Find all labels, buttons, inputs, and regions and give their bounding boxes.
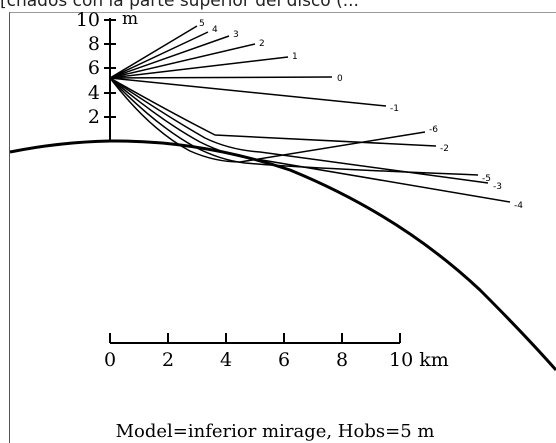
distance-tick-10-km: 10 km (389, 349, 449, 371)
ray-label-2: 2 (259, 39, 265, 49)
height-axis-ticks (104, 19, 116, 118)
distance-tick-2: 2 (162, 349, 174, 371)
ray-label-1: 1 (292, 52, 298, 62)
ray-fan (109, 25, 511, 203)
height-unit: m (122, 9, 138, 29)
ray-5 (109, 25, 198, 79)
distance-tick-0: 0 (104, 349, 116, 371)
ray-label-5: 5 (199, 19, 205, 29)
distance-tick-8: 8 (336, 349, 348, 371)
ray-0 (109, 76, 333, 79)
caption: Model=inferior mirage, Hobs=5 m (116, 421, 435, 442)
ray-minus-4 (109, 77, 511, 203)
distance-tick-6: 6 (278, 349, 290, 371)
ray-minus-2 (109, 77, 437, 147)
ray-labels: 5 4 3 2 1 0 -1 -2 -3 -4 -5 -6 (199, 19, 523, 211)
truncated-header-text: [cnados con la parte superior del disco … (0, 0, 359, 11)
ray-3 (109, 35, 230, 79)
ray-minus-5 (109, 77, 479, 176)
ray-label-minus-3: -3 (493, 182, 502, 192)
ray-minus-1 (109, 77, 387, 107)
ray-4 (109, 31, 209, 79)
ray-minus-3 (109, 77, 489, 184)
distance-tick-4: 4 (220, 349, 232, 371)
ray-label-3: 3 (233, 30, 239, 40)
height-tick-6: 6 (88, 57, 100, 79)
ray-label-minus-5: -5 (482, 174, 491, 184)
height-tick-8: 8 (88, 33, 100, 55)
ray-label-minus-6: -6 (429, 125, 438, 135)
ray-minus-6 (109, 77, 426, 163)
ray-label-minus-1: -1 (390, 104, 399, 114)
height-tick-10: 10 (76, 9, 100, 31)
ray-1 (109, 56, 289, 79)
ray-label-0: 0 (337, 74, 343, 84)
ray-label-minus-4: -4 (514, 201, 523, 211)
height-tick-4: 4 (88, 82, 100, 104)
ray-label-minus-2: -2 (440, 144, 449, 154)
ray-2 (109, 43, 256, 79)
distance-axis-ticks (109, 333, 401, 343)
height-tick-2: 2 (88, 106, 100, 128)
ray-label-4: 4 (212, 25, 218, 35)
earth-surface-curve (9, 139, 556, 371)
diagram-frame (9, 12, 556, 443)
